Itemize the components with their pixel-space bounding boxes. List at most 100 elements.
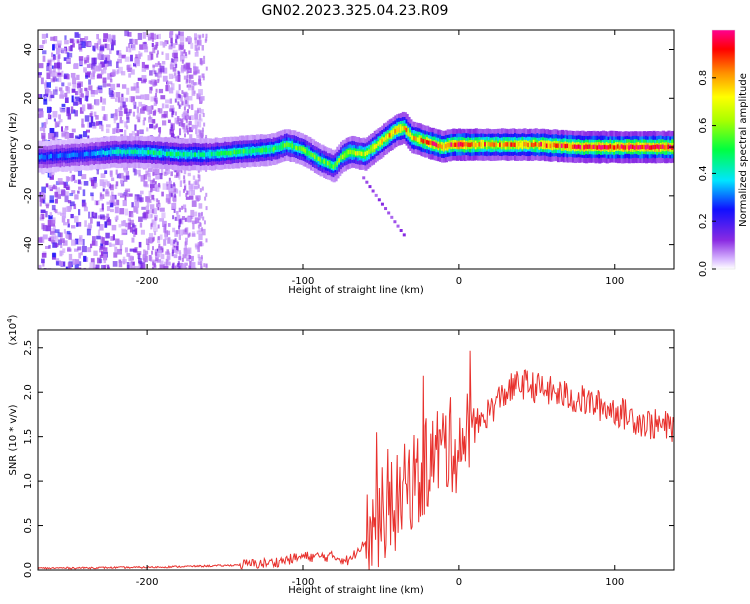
noise-speck xyxy=(147,213,153,219)
noise-speck xyxy=(199,188,202,193)
noise-speck xyxy=(140,130,143,134)
noise-speck xyxy=(77,239,83,245)
noise-speck xyxy=(198,114,202,121)
noise-speck xyxy=(48,185,52,190)
noise-speck xyxy=(178,262,184,269)
noise-speck xyxy=(183,128,188,133)
noise-speck xyxy=(93,212,98,219)
noise-speck xyxy=(183,247,188,255)
ridge-cell xyxy=(570,144,574,150)
noise-speck xyxy=(162,183,167,190)
noise-speck xyxy=(152,64,156,68)
noise-speck xyxy=(142,119,146,126)
ridge-cell xyxy=(530,142,535,147)
noise-speck xyxy=(91,240,97,246)
noise-speck xyxy=(68,232,72,240)
noise-speck xyxy=(129,248,134,252)
noise-speck xyxy=(175,90,180,96)
ridge-cell xyxy=(53,154,58,159)
ridge-cell xyxy=(601,145,606,150)
noise-speck xyxy=(134,196,139,203)
noise-speck xyxy=(122,101,126,108)
noise-speck xyxy=(56,261,61,266)
noise-speck xyxy=(201,227,204,232)
noise-speck xyxy=(112,234,115,241)
noise-speck xyxy=(187,63,190,68)
ridge-cell xyxy=(485,142,490,147)
noise-speck xyxy=(128,73,132,78)
noise-speck xyxy=(181,59,184,64)
noise-speck xyxy=(169,108,173,112)
noise-speck xyxy=(154,44,158,50)
noise-speck xyxy=(131,237,135,243)
noise-speck xyxy=(167,237,171,244)
noise-speck xyxy=(66,74,70,80)
noise-speck xyxy=(134,133,137,138)
noise-speck xyxy=(85,129,91,133)
noise-speck xyxy=(178,84,181,91)
top-x-tick-label: -200 xyxy=(136,276,159,287)
noise-speck xyxy=(71,95,74,103)
noise-speck xyxy=(84,36,89,40)
ridge-cell xyxy=(433,141,437,147)
ridge-cell xyxy=(57,153,61,159)
noise-speck xyxy=(73,239,77,245)
ridge-cell xyxy=(297,146,301,151)
bottom-x-tick-label: -100 xyxy=(292,577,315,588)
noise-speck xyxy=(188,127,193,133)
noise-speck xyxy=(41,258,45,264)
noise-speck xyxy=(99,46,105,51)
noise-speck xyxy=(182,188,185,193)
noise-speck xyxy=(161,191,164,197)
noise-speck xyxy=(159,172,163,180)
noise-speck xyxy=(188,195,194,200)
noise-speck xyxy=(140,94,145,100)
noise-speck xyxy=(143,174,148,180)
ridge-cell xyxy=(78,153,82,158)
noise-speck xyxy=(74,32,79,38)
noise-speck xyxy=(168,44,172,50)
ridge-cell xyxy=(499,142,503,147)
top-x-axis-label: Height of straight line (km) xyxy=(288,285,424,296)
noise-speck xyxy=(91,121,96,127)
noise-speck xyxy=(100,173,106,179)
noise-speck xyxy=(84,115,90,122)
noise-speck xyxy=(96,40,102,46)
noise-speck xyxy=(105,128,110,134)
noise-speck xyxy=(173,195,177,203)
noise-speck xyxy=(142,212,146,219)
noise-speck xyxy=(49,212,53,217)
top-y-tick-label: 20 xyxy=(23,92,34,105)
noise-speck xyxy=(147,36,152,41)
noise-speck xyxy=(148,255,152,261)
noise-speck xyxy=(144,94,150,101)
ridge-cell xyxy=(502,142,506,148)
noise-speck xyxy=(177,70,180,75)
noise-speck xyxy=(197,69,200,74)
noise-speck xyxy=(157,79,160,84)
noise-speck xyxy=(124,247,128,253)
ridge-cell xyxy=(280,144,284,149)
noise-speck xyxy=(143,78,147,82)
noise-speck xyxy=(181,257,184,262)
noise-speck xyxy=(156,50,159,55)
noise-speck xyxy=(186,35,191,42)
noise-speck xyxy=(49,230,55,235)
noise-speck xyxy=(86,57,90,63)
noise-speck xyxy=(49,199,55,204)
noise-speck xyxy=(204,196,207,201)
noise-speck xyxy=(185,227,189,235)
noise-speck xyxy=(140,229,145,235)
noise-speck xyxy=(190,209,195,217)
noise-speck xyxy=(198,203,203,209)
noise-speck xyxy=(102,81,107,88)
noise-speck xyxy=(71,88,76,93)
noise-speck xyxy=(57,75,62,83)
noise-speck xyxy=(117,192,123,196)
noise-speck xyxy=(145,170,149,175)
ridge-cell xyxy=(396,127,400,133)
ridge-cell xyxy=(345,151,349,157)
noise-speck xyxy=(99,254,104,258)
ridge-cell xyxy=(590,145,594,150)
noise-speck xyxy=(186,69,189,74)
